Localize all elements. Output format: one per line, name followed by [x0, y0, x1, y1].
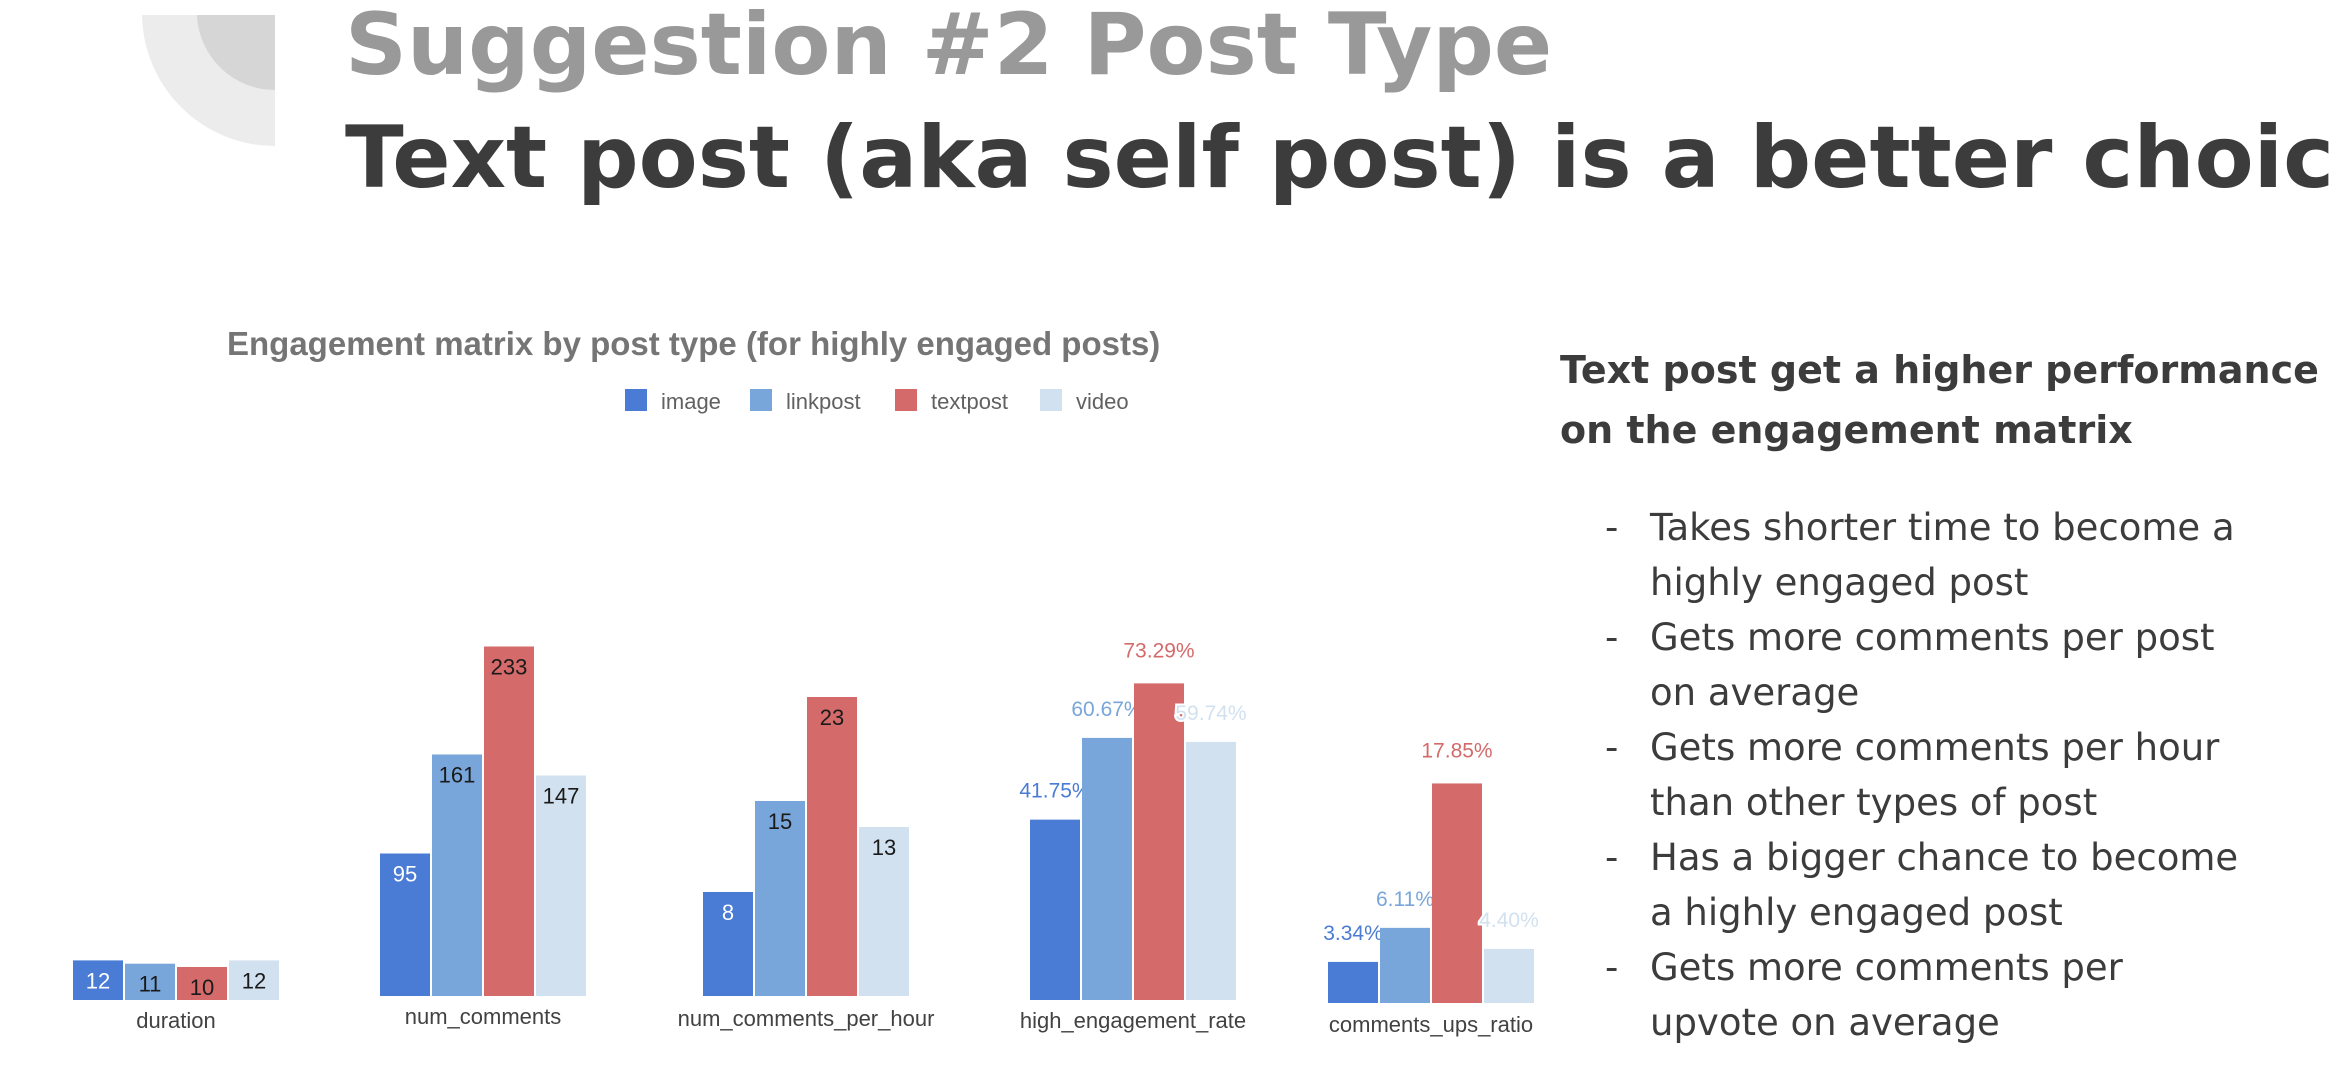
data-label: 60.67% — [1071, 698, 1142, 721]
data-label: 4.40% — [1479, 909, 1539, 932]
bullet-text: Gets more comments per upvote on average — [1650, 946, 2123, 1044]
data-label: 3.34% — [1323, 922, 1383, 945]
bullet-text: Gets more comments per hour than other t… — [1650, 726, 2220, 824]
bar-linkpost — [755, 801, 805, 996]
bar-image — [1030, 819, 1080, 1000]
data-label: 73.29% — [1123, 639, 1194, 662]
bullet-dash: - — [1605, 506, 1619, 549]
bar-image — [73, 960, 123, 1000]
data-label: 41.75% — [1019, 780, 1090, 803]
data-label: 95 — [393, 862, 417, 887]
data-label: 11 — [139, 972, 162, 997]
data-label: 17.85% — [1421, 739, 1492, 762]
list-item: - Gets more comments per post on average — [1560, 610, 2320, 720]
legend-swatch — [1040, 389, 1062, 411]
category-label: comments_ups_ratio — [1329, 1012, 1533, 1037]
legend-label: video — [1076, 389, 1129, 414]
bar-video — [1186, 741, 1236, 1000]
data-label: 13 — [872, 835, 896, 860]
bullet-dash: - — [1605, 836, 1619, 879]
bar-video — [229, 960, 279, 1000]
bar-textpost — [1134, 683, 1184, 1000]
data-label: 12 — [242, 968, 266, 993]
bar-image — [1328, 961, 1378, 1003]
data-label: 8 — [722, 900, 734, 925]
data-label: 147 — [543, 784, 580, 809]
slide-subtitle: Suggestion #2 Post Type — [345, 0, 1553, 95]
list-item: - Has a bigger chance to become a highly … — [1560, 830, 2320, 940]
data-label: 10 — [190, 975, 214, 1000]
data-label: 233 — [491, 655, 528, 680]
data-label: 23 — [820, 705, 844, 730]
category-label: num_comments_per_hour — [678, 1006, 935, 1031]
legend-label: image — [661, 389, 721, 414]
summary-panel: Text post get a higher performance on th… — [1560, 340, 2320, 1050]
bar-textpost — [177, 967, 227, 1000]
bar-textpost — [484, 646, 534, 996]
data-label: 161 — [439, 763, 476, 788]
slide-title: Text post (aka self post) is a better ch… — [345, 108, 2336, 208]
bar-textpost — [1432, 783, 1482, 1003]
bar-video — [859, 827, 909, 996]
legend-label: linkpost — [786, 389, 861, 414]
bar-textpost — [807, 697, 857, 996]
legend-swatch — [750, 389, 772, 411]
bullet-text: Has a bigger chance to become a highly e… — [1650, 836, 2239, 934]
engagement-bar-chart: image linkpost textpost video 12 11 10 12 durati… — [73, 389, 1541, 1037]
bullet-dash: - — [1605, 616, 1619, 659]
data-label: 59.74% — [1175, 702, 1246, 725]
list-item: - Gets more comments per hour than other … — [1560, 720, 2320, 830]
bar-image — [380, 853, 430, 996]
bar-linkpost — [1082, 737, 1132, 1000]
bullet-text: Takes shorter time to become a highly en… — [1650, 506, 2235, 604]
legend-label: textpost — [931, 389, 1008, 414]
legend-swatch — [625, 389, 647, 411]
data-label: 6.11% — [1376, 888, 1434, 911]
bullet-text: Gets more comments per post on average — [1650, 616, 2215, 714]
bullet-dash: - — [1605, 946, 1619, 989]
bar-video — [1484, 948, 1534, 1003]
data-label: 12 — [86, 968, 110, 993]
corner-decoration — [142, 15, 275, 147]
list-item: - Takes shorter time to become a highly e… — [1560, 500, 2320, 610]
bar-image — [703, 892, 753, 996]
category-label: num_comments — [405, 1004, 562, 1029]
category-label: high_engagement_rate — [1020, 1008, 1246, 1033]
bullet-dash: - — [1605, 726, 1619, 769]
category-label: duration — [136, 1008, 216, 1033]
bar-video — [536, 775, 586, 996]
bar-linkpost — [432, 754, 482, 996]
bar-linkpost — [1380, 927, 1430, 1003]
list-item: - Gets more comments per upvote on averag… — [1560, 940, 2320, 1050]
summary-heading: Text post get a higher performance on th… — [1560, 348, 2319, 452]
legend-swatch — [895, 389, 917, 411]
bar-linkpost — [125, 963, 175, 1000]
summary-list: - Takes shorter time to become a highly e… — [1560, 500, 2320, 1050]
data-label: 15 — [768, 809, 792, 834]
chart-title: Engagement matrix by post type (for high… — [227, 325, 1161, 362]
